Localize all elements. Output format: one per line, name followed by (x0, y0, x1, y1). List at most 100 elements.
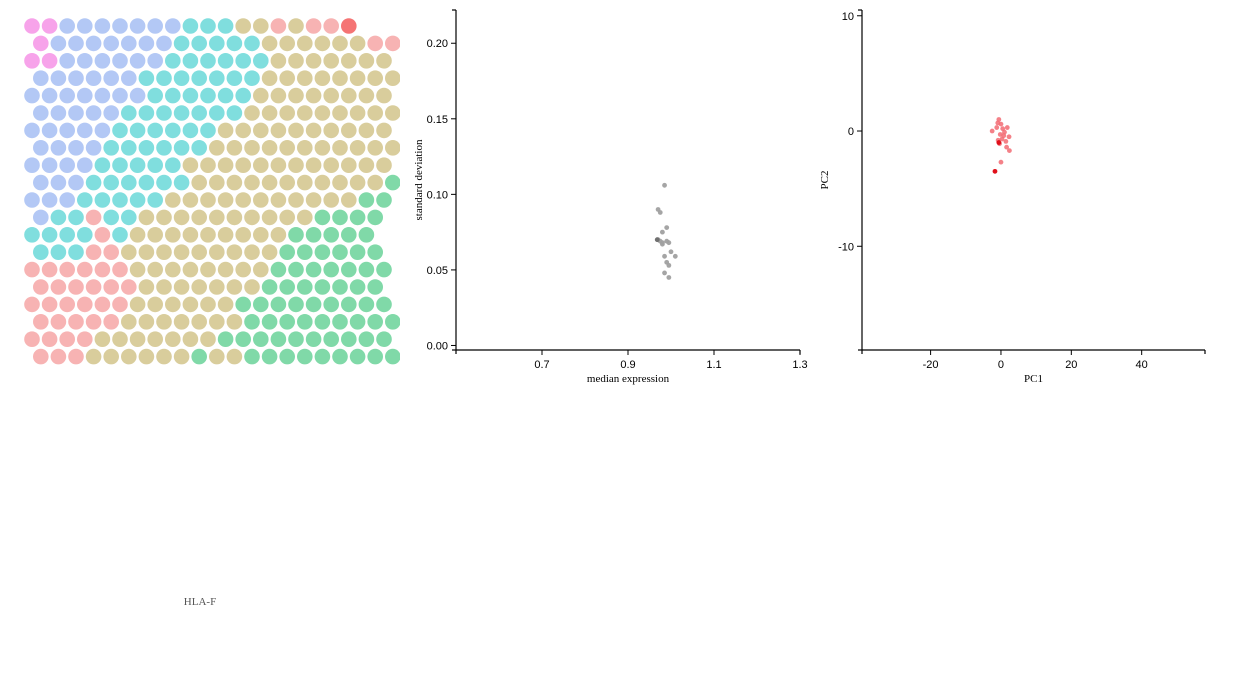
hex-cell[interactable] (376, 296, 392, 313)
hex-cell[interactable] (182, 53, 199, 69)
hex-cell[interactable] (147, 122, 163, 139)
hex-cell[interactable] (252, 331, 269, 348)
hex-cell[interactable] (33, 279, 49, 295)
hex-cell[interactable] (341, 157, 357, 173)
hex-cell[interactable] (226, 174, 243, 191)
hex-cell[interactable] (182, 261, 199, 278)
hex-cell[interactable] (24, 122, 40, 139)
hex-cell[interactable] (358, 261, 375, 278)
hex-cell[interactable] (173, 209, 190, 226)
hex-cell[interactable] (165, 227, 181, 243)
hex-cell[interactable] (279, 105, 296, 121)
hex-cell[interactable] (24, 261, 40, 278)
hex-cell[interactable] (270, 296, 287, 313)
hex-cell[interactable] (305, 227, 322, 243)
hex-cell[interactable] (24, 157, 40, 173)
hex-cell[interactable] (261, 348, 278, 365)
hex-cell[interactable] (41, 18, 58, 34)
hex-cell[interactable] (288, 87, 304, 104)
hex-cell[interactable] (332, 35, 348, 52)
hex-cell[interactable] (173, 174, 190, 191)
hex-cell[interactable] (332, 140, 348, 156)
hex-cell[interactable] (297, 105, 313, 121)
hex-cell[interactable] (85, 279, 102, 295)
hex-cell[interactable] (200, 157, 216, 173)
hex-cell[interactable] (77, 87, 93, 104)
hex-cell[interactable] (332, 244, 348, 260)
hex-cell[interactable] (156, 174, 172, 191)
hex-cell[interactable] (156, 209, 172, 226)
hex-cell[interactable] (103, 209, 119, 226)
hex-cell[interactable] (50, 244, 67, 260)
hex-cell[interactable] (173, 279, 190, 295)
hex-cell[interactable] (323, 192, 340, 208)
hex-cell[interactable] (252, 87, 269, 104)
hex-cell[interactable] (165, 157, 181, 173)
hex-cell[interactable] (41, 157, 58, 173)
hex-cell[interactable] (68, 105, 84, 121)
hex-cell[interactable] (68, 140, 84, 156)
hex-cell[interactable] (121, 209, 137, 226)
hex-cell[interactable] (41, 192, 58, 208)
hex-cell[interactable] (323, 18, 340, 34)
hex-cell[interactable] (244, 348, 260, 365)
hex-cell[interactable] (367, 105, 384, 121)
hex-cell[interactable] (147, 331, 163, 348)
hex-cell[interactable] (121, 279, 137, 295)
hex-cell[interactable] (68, 244, 84, 260)
hex-cell[interactable] (191, 70, 207, 86)
hex-cell[interactable] (297, 174, 313, 191)
hex-cell[interactable] (85, 348, 102, 365)
hex-cell[interactable] (279, 209, 296, 226)
hex-cell[interactable] (173, 348, 190, 365)
hex-cell[interactable] (349, 209, 366, 226)
hex-cell[interactable] (217, 261, 234, 278)
hex-cell[interactable] (156, 105, 172, 121)
hex-cell[interactable] (200, 296, 216, 313)
hex-cell[interactable] (314, 174, 331, 191)
hex-cell[interactable] (376, 53, 392, 69)
hex-cell[interactable] (24, 227, 40, 243)
hex-cell[interactable] (50, 35, 67, 52)
hex-cell[interactable] (138, 314, 155, 330)
hex-cell[interactable] (314, 244, 331, 260)
hex-cell[interactable] (68, 70, 84, 86)
data-point[interactable] (994, 125, 1000, 130)
hex-cell[interactable] (129, 331, 146, 348)
hex-cell[interactable] (332, 279, 348, 295)
hex-cell[interactable] (226, 244, 243, 260)
hex-cell[interactable] (77, 18, 93, 34)
hex-cell[interactable] (50, 174, 67, 191)
hex-cell[interactable] (191, 35, 207, 52)
hex-cell[interactable] (385, 314, 401, 330)
hex-cell[interactable] (226, 279, 243, 295)
hex-cell[interactable] (138, 209, 155, 226)
hex-cell[interactable] (85, 35, 102, 52)
hex-cell[interactable] (182, 122, 199, 139)
hex-cell[interactable] (376, 331, 392, 348)
hex-cell[interactable] (112, 87, 128, 104)
hex-cell[interactable] (50, 209, 67, 226)
hex-cell[interactable] (129, 18, 146, 34)
hex-cell[interactable] (297, 35, 313, 52)
hex-cell[interactable] (165, 53, 181, 69)
hex-cell[interactable] (85, 244, 102, 260)
hex-cell[interactable] (165, 87, 181, 104)
hex-cell[interactable] (77, 296, 93, 313)
hex-cell[interactable] (121, 35, 137, 52)
hex-cell[interactable] (341, 261, 357, 278)
hex-cell[interactable] (385, 105, 401, 121)
hex-cell[interactable] (323, 261, 340, 278)
hex-cell[interactable] (341, 296, 357, 313)
hex-cell[interactable] (129, 122, 146, 139)
highlighted-point[interactable] (996, 140, 1002, 145)
hex-cell[interactable] (332, 209, 348, 226)
hex-cell[interactable] (367, 209, 384, 226)
hex-cell[interactable] (33, 70, 49, 86)
data-point[interactable] (662, 270, 667, 276)
hex-cell[interactable] (129, 296, 146, 313)
hex-cell[interactable] (261, 244, 278, 260)
hex-cell[interactable] (103, 244, 119, 260)
hex-cell[interactable] (367, 35, 384, 52)
hex-cell[interactable] (147, 296, 163, 313)
